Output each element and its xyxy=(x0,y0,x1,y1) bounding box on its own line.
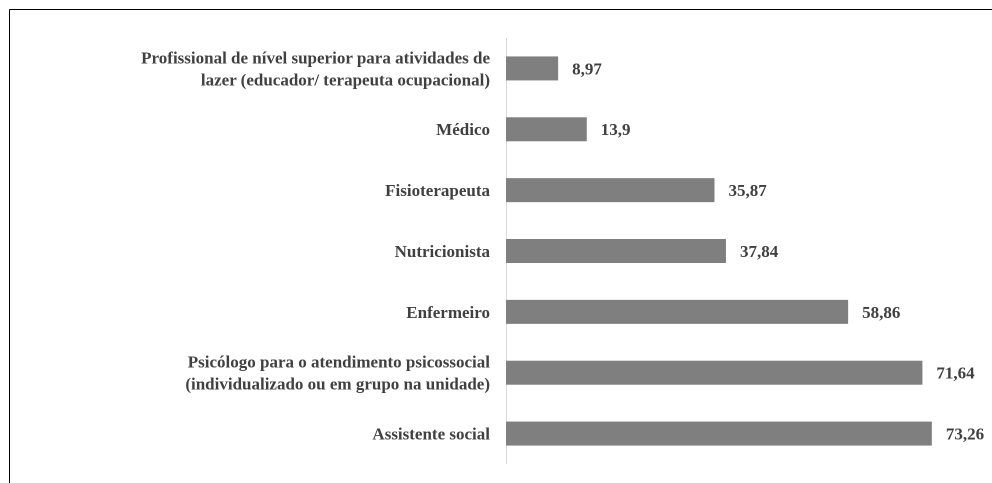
value-label: 37,84 xyxy=(740,242,779,261)
bar xyxy=(506,239,726,263)
category-label: Psicólogo para o atendimento psicossocia… xyxy=(188,353,490,372)
category-label: Médico xyxy=(436,120,490,139)
category-label: (individualizado ou em grupo na unidade) xyxy=(185,375,490,394)
category-label: Fisioterapeuta xyxy=(385,181,490,200)
bar xyxy=(506,421,932,446)
bar xyxy=(506,178,715,203)
value-label: 8,97 xyxy=(572,59,602,78)
category-label: Enfermeiro xyxy=(406,303,490,322)
category-label: Profissional de nível superior para ativ… xyxy=(141,48,490,67)
value-label: 73,26 xyxy=(946,424,984,443)
category-label: Assistente social xyxy=(372,424,490,443)
bar xyxy=(506,56,559,81)
bar xyxy=(506,360,923,385)
bar xyxy=(506,117,587,142)
value-label: 58,86 xyxy=(862,303,900,322)
category-label: Nutricionista xyxy=(395,242,491,261)
value-label: 71,64 xyxy=(936,364,975,383)
value-label: 13,9 xyxy=(601,120,631,139)
bar xyxy=(506,299,849,324)
category-label: lazer (educador/ terapeuta ocupacional) xyxy=(201,70,490,89)
value-label: 35,87 xyxy=(728,181,767,200)
